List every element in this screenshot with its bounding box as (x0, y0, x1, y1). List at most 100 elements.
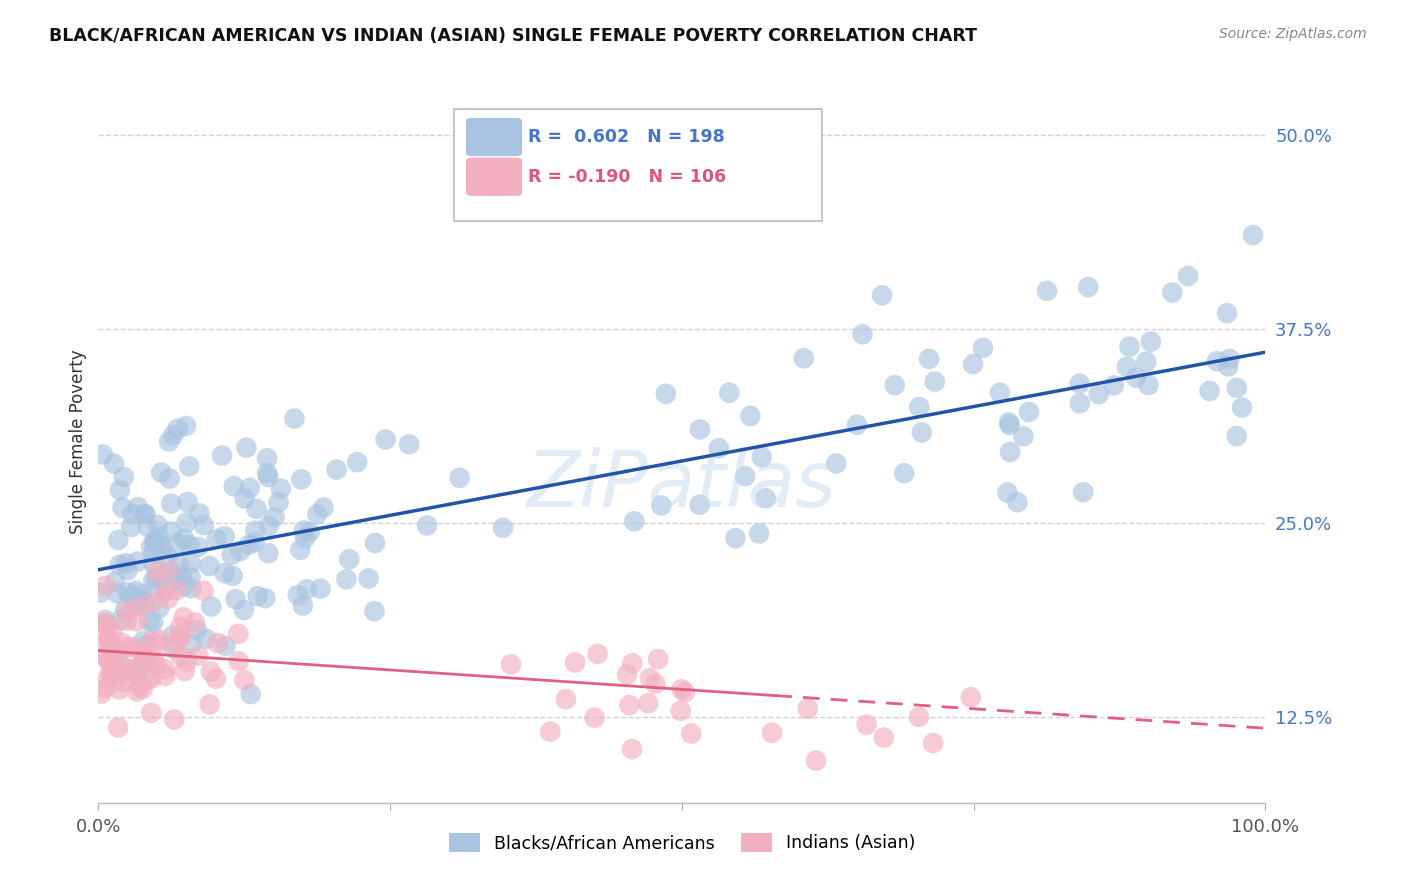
Point (141, 672, 163, 686)
Point (374, 433, 396, 447)
Point (1218, 359, 1240, 374)
Point (115, 556, 138, 570)
Point (93, 616, 115, 631)
Point (1087, 387, 1109, 401)
Point (124, 663, 146, 677)
Point (117, 640, 139, 654)
Point (120, 520, 142, 534)
Point (94, 613, 117, 627)
Point (998, 416, 1021, 430)
Point (176, 495, 198, 509)
Point (1007, 495, 1029, 509)
Point (673, 685, 696, 699)
Text: Source: ZipAtlas.com: Source: ZipAtlas.com (1219, 27, 1367, 41)
Point (229, 544, 252, 558)
Point (200, 665, 222, 679)
Point (148, 601, 170, 615)
Point (256, 467, 278, 481)
Point (100, 665, 122, 680)
Point (108, 558, 131, 572)
Point (94, 625, 117, 640)
Point (364, 536, 387, 550)
Point (157, 434, 180, 449)
Point (132, 634, 155, 648)
Point (997, 485, 1019, 500)
Point (96, 650, 118, 665)
Point (214, 639, 236, 653)
Point (291, 599, 314, 613)
Point (101, 626, 124, 640)
Point (110, 613, 132, 627)
Point (228, 654, 250, 668)
Point (298, 524, 321, 539)
Point (167, 629, 190, 643)
Point (121, 507, 143, 521)
Point (214, 529, 236, 543)
Point (309, 582, 332, 596)
Point (681, 726, 703, 740)
Point (918, 351, 941, 366)
Point (115, 614, 138, 628)
Point (173, 610, 195, 624)
Point (335, 572, 357, 586)
Point (870, 288, 893, 302)
Point (233, 673, 256, 687)
Point (107, 533, 129, 547)
Point (173, 579, 195, 593)
Point (103, 642, 125, 657)
Point (96, 652, 118, 666)
Point (616, 667, 638, 681)
Point (157, 564, 180, 578)
Point (173, 532, 195, 546)
Point (149, 541, 172, 556)
Text: ZiPatlas: ZiPatlas (527, 447, 837, 523)
Point (132, 652, 155, 666)
Point (169, 630, 191, 644)
Point (187, 648, 209, 663)
Point (184, 615, 207, 630)
Point (166, 582, 188, 597)
Point (883, 378, 905, 392)
Point (173, 664, 195, 678)
Point (125, 597, 148, 611)
Point (263, 510, 285, 524)
Point (637, 696, 659, 710)
Point (873, 731, 896, 745)
Point (586, 647, 609, 661)
Point (134, 648, 156, 663)
Point (221, 548, 243, 562)
Point (91, 448, 114, 462)
Point (246, 589, 269, 603)
Point (101, 640, 124, 654)
Point (564, 656, 586, 670)
Point (1135, 354, 1157, 368)
Point (346, 455, 368, 469)
Point (104, 655, 127, 669)
Point (254, 591, 277, 606)
Point (1218, 351, 1240, 366)
Legend: Blacks/African Americans, Indians (Asian): Blacks/African Americans, Indians (Asian… (441, 826, 922, 859)
Point (221, 569, 243, 583)
Point (180, 637, 202, 651)
Point (245, 524, 267, 538)
Point (169, 620, 191, 634)
Point (162, 629, 184, 643)
Point (1226, 381, 1249, 395)
Point (179, 459, 201, 474)
Point (655, 386, 678, 401)
Point (97, 617, 120, 632)
Point (128, 660, 150, 674)
Point (1036, 284, 1059, 298)
Point (922, 736, 945, 750)
Point (107, 721, 129, 735)
Point (669, 704, 692, 718)
Point (152, 541, 174, 556)
Point (101, 668, 124, 682)
Point (644, 677, 666, 691)
Point (187, 540, 209, 554)
Point (139, 540, 162, 554)
Point (141, 634, 163, 648)
Point (125, 684, 148, 698)
Point (538, 724, 561, 739)
Point (166, 422, 188, 436)
